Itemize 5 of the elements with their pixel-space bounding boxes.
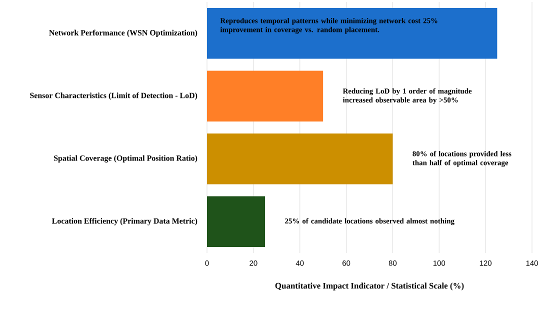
bar [207, 70, 324, 122]
bar [207, 133, 393, 184]
x-axis-title: Quantitative Impact Indicator / Statistical Scale (%) [275, 282, 464, 290]
bar [207, 8, 498, 59]
bar [207, 196, 266, 248]
